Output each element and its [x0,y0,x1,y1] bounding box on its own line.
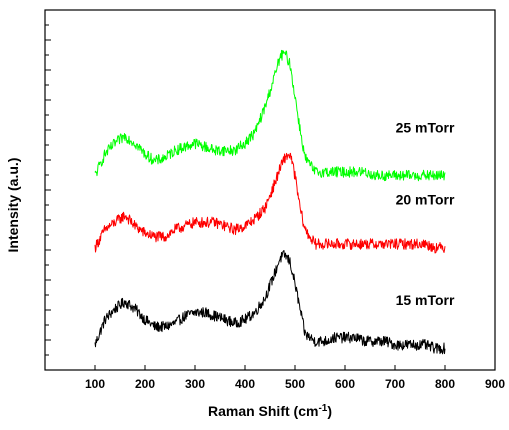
y-axis-ticks [45,9,51,371]
x-tick-label: 800 [435,377,455,391]
x-axis-title: Raman Shift (cm-1) [208,403,332,419]
x-tick-label: 700 [385,377,405,391]
series-line-25-mtorr [94,49,446,182]
x-tick-label: 900 [485,377,505,391]
x-tick-label: 100 [85,377,105,391]
plot-frame [44,9,496,371]
x-axis-title-superscript: -1 [318,403,327,414]
x-tick-label: 400 [235,377,255,391]
y-axis-title: Intensity (a.u.) [5,158,21,253]
series-labels: 15 mTorr 20 mTorr 25 mTorr [396,119,455,308]
x-tick-label: 200 [135,377,155,391]
series-label-25-mtorr: 25 mTorr [396,119,455,135]
series-label-15-mtorr: 15 mTorr [396,292,455,308]
x-tick-label: 600 [335,377,355,391]
series-line-15-mtorr [94,250,446,355]
x-axis-title-main: Raman Shift (cm [208,403,318,419]
series-layer [94,49,446,355]
x-tick-label: 300 [185,377,205,391]
series-line-20-mtorr [94,152,446,254]
plot-area [44,9,496,371]
series-label-20-mtorr: 20 mTorr [396,191,455,207]
x-axis-ticks: 100 200 300 400 500 600 700 800 900 [85,365,505,391]
x-axis-title-suffix: ) [327,403,332,419]
x-tick-label: 500 [285,377,305,391]
